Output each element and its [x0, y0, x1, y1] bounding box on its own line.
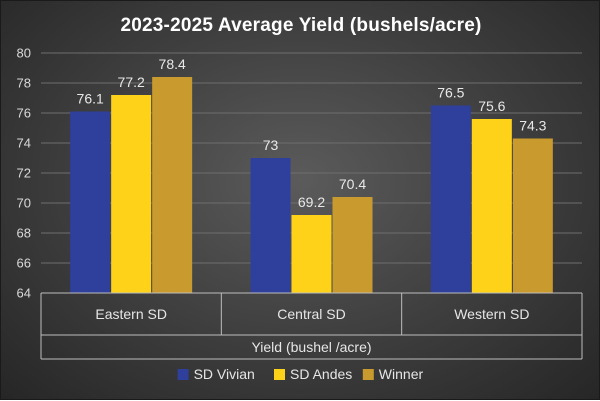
bar	[291, 215, 332, 293]
x-category-label: Eastern SD	[95, 306, 167, 322]
legend-label: Winner	[379, 366, 424, 382]
data-label: 76.1	[77, 91, 104, 107]
x-category-label: Western SD	[454, 306, 529, 322]
y-tick-label: 70	[17, 196, 31, 211]
data-label: 75.6	[478, 98, 505, 114]
x-axis-title: Yield (bushel /acre)	[251, 339, 371, 355]
y-tick-label: 66	[17, 256, 31, 271]
bar	[111, 95, 152, 293]
legend-label: SD Vivian	[194, 366, 255, 382]
x-category-label: Central SD	[277, 306, 345, 322]
y-tick-label: 76	[17, 106, 31, 121]
bar	[471, 119, 512, 293]
legend-label: SD Andes	[290, 366, 352, 382]
bar	[152, 77, 193, 293]
data-label: 74.3	[519, 118, 546, 134]
data-label: 77.2	[118, 74, 145, 90]
data-label: 78.4	[159, 56, 186, 72]
bar	[250, 158, 291, 293]
bar	[430, 105, 471, 293]
y-tick-label: 80	[17, 46, 31, 61]
data-label: 76.5	[437, 85, 464, 101]
y-tick-label: 64	[17, 286, 31, 301]
legend-swatch	[362, 369, 374, 380]
y-tick-label: 78	[17, 76, 31, 91]
data-label: 70.4	[339, 176, 366, 192]
y-tick-label: 72	[17, 166, 31, 181]
bar	[512, 138, 553, 293]
y-tick-label: 74	[17, 136, 31, 151]
y-tick-label: 68	[17, 226, 31, 241]
bar	[70, 111, 111, 293]
data-label: 73	[263, 137, 279, 153]
data-label: 69.2	[298, 194, 325, 210]
bar	[332, 197, 373, 293]
chart-title: 2023-2025 Average Yield (bushels/acre)	[120, 15, 482, 36]
legend-swatch	[274, 369, 285, 380]
legend-swatch	[177, 369, 189, 380]
